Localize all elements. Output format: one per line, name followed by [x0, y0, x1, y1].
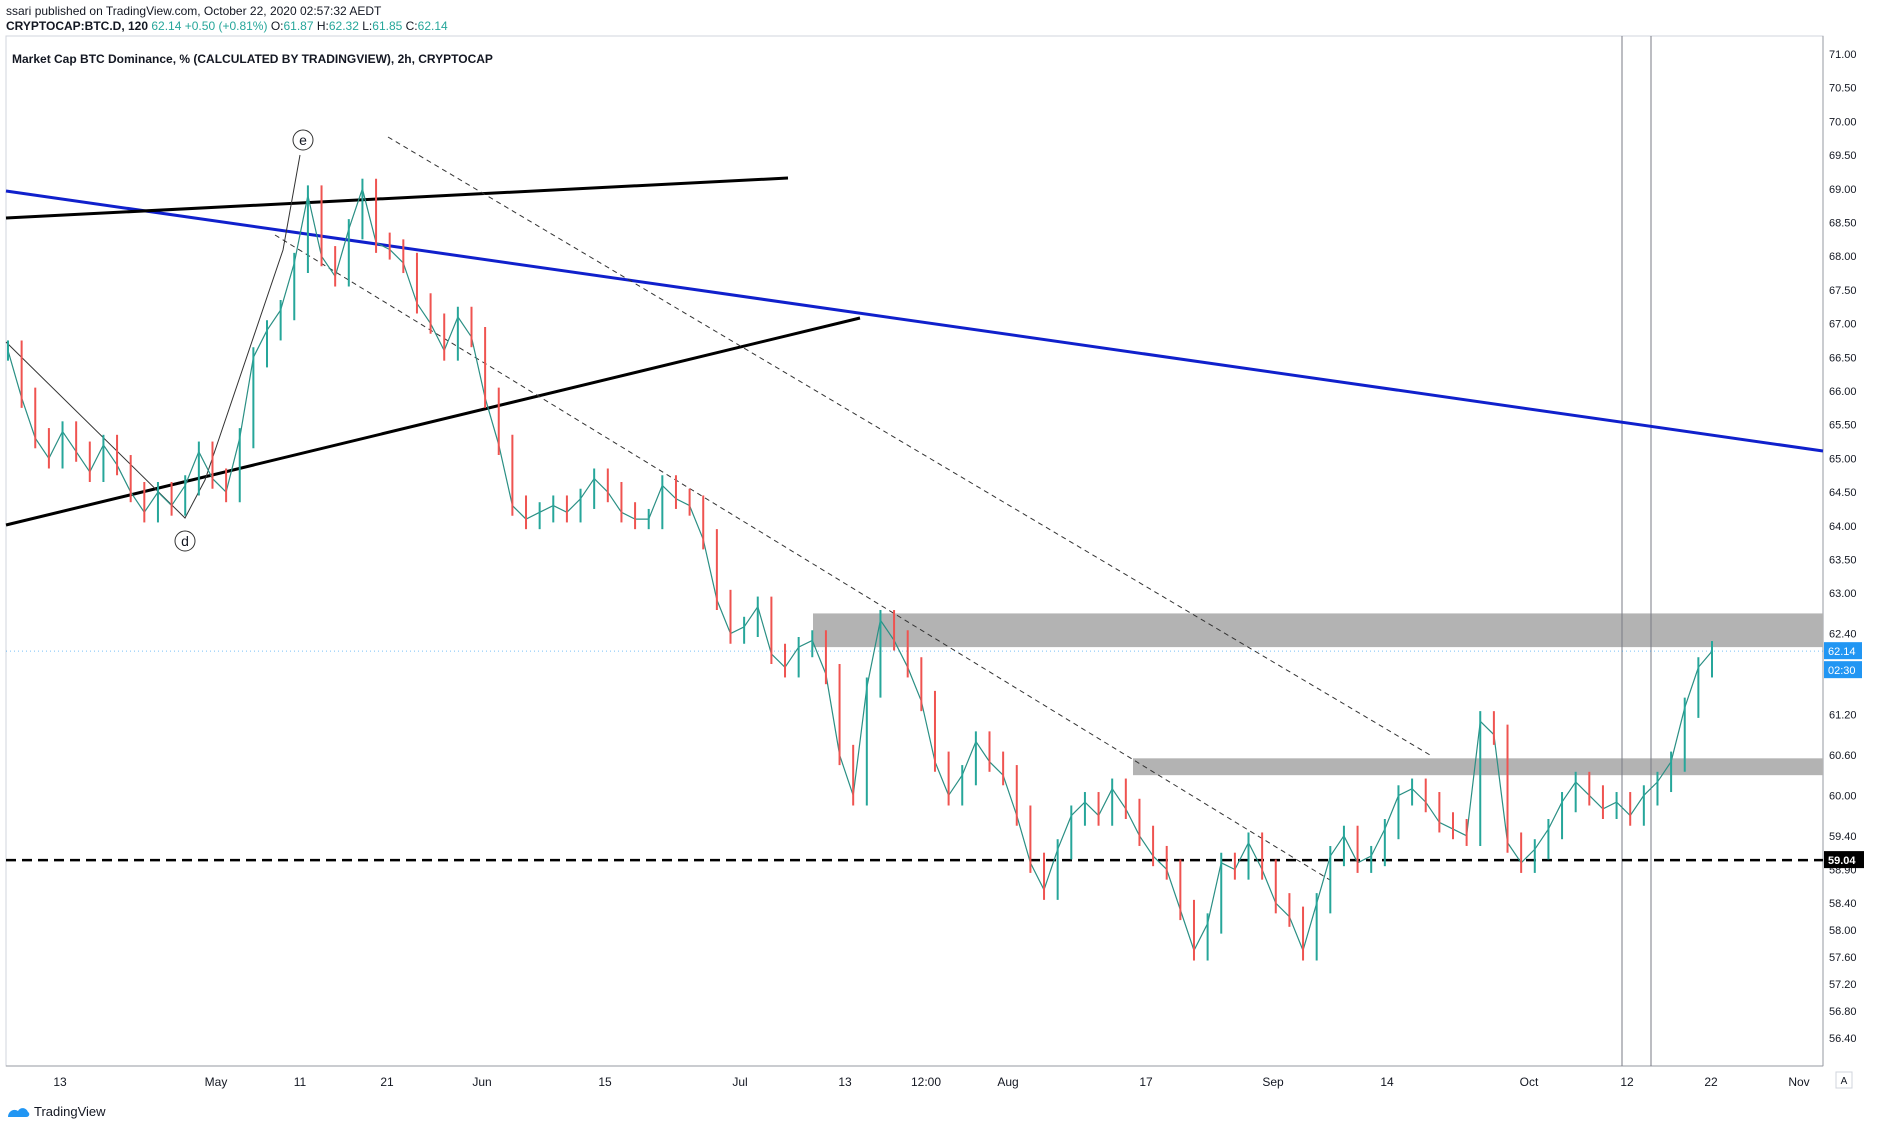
low-label: L: [362, 19, 373, 33]
auto-scale-button [1835, 1071, 1853, 1089]
time-tick-label: 14 [1380, 1075, 1394, 1089]
wave-label: e [299, 132, 307, 148]
resistance-zone [813, 613, 1823, 648]
chart-title: Market Cap BTC Dominance, % (CALCULATED … [12, 52, 493, 66]
dashed-channel-line [387, 136, 1431, 756]
open-label: O: [270, 19, 284, 33]
price-tick-label: 56.40 [1829, 1033, 1857, 1045]
plot-area [5, 35, 1824, 1067]
time-tick-label: Oct [1520, 1075, 1539, 1089]
close-label: C: [405, 19, 418, 33]
time-tick-label: May [205, 1075, 228, 1089]
time-tick-label: 21 [380, 1075, 394, 1089]
time-tick-label: 11 [294, 1075, 307, 1089]
countdown-tag-label: 02:30 [1828, 665, 1856, 677]
price-tick-label: 63.00 [1829, 588, 1857, 600]
price-tick-label: 61.20 [1829, 710, 1857, 722]
price-tick-label: 67.50 [1829, 285, 1857, 297]
price-tick-label: 66.00 [1829, 386, 1857, 398]
price-tick-label: 58.40 [1829, 898, 1857, 910]
price-tick-label: 71.00 [1829, 49, 1857, 61]
price-tick-label: 63.50 [1829, 555, 1857, 567]
author-name[interactable]: ssari [6, 4, 32, 18]
time-tick-label: 22 [1704, 1075, 1718, 1089]
support-price-tag [1824, 851, 1864, 869]
price-tick-label: 66.50 [1829, 352, 1857, 364]
time-tick-label: Jul [732, 1075, 747, 1089]
price-tick-label: 59.40 [1829, 831, 1857, 843]
wave-label-circle [292, 129, 314, 151]
countdown-tag [1824, 661, 1862, 679]
last-price-tag [1824, 642, 1862, 660]
price-tick-label: 57.20 [1829, 979, 1857, 991]
dashed-channel-line [274, 234, 1331, 881]
time-tick-label: 12 [1620, 1075, 1634, 1089]
publish-info: published on TradingView.com, October 22… [34, 4, 382, 18]
price-tick-label: 69.00 [1829, 184, 1857, 196]
wave-path [5, 154, 301, 519]
time-tick-label: 15 [598, 1075, 612, 1089]
chart-header: ssari published on TradingView.com, Octo… [6, 4, 448, 34]
high-label: H: [316, 19, 329, 33]
resistance-zone [1133, 758, 1823, 776]
price-tick-label: 65.00 [1829, 453, 1857, 465]
price-tick-label: 56.80 [1829, 1006, 1857, 1018]
publish-line: ssari published on TradingView.com, Octo… [6, 4, 448, 19]
lower-triangle-line [5, 316, 861, 527]
price-tick-label: 70.50 [1829, 83, 1857, 95]
last-price-tag-label: 62.14 [1828, 646, 1856, 658]
time-tick-label: Nov [1788, 1075, 1809, 1089]
price-tick-label: 70.00 [1829, 116, 1857, 128]
wave-label-circle [174, 530, 196, 552]
tradingview-brand: TradingView [34, 1104, 106, 1119]
price-tick-label: 67.00 [1829, 319, 1857, 331]
time-tick-label: Aug [997, 1075, 1018, 1089]
time-tick-label: 17 [1139, 1075, 1153, 1089]
price-tick-label: 57.60 [1829, 952, 1857, 964]
price-tick-label: 62.40 [1829, 629, 1857, 641]
price-tick-label: 64.50 [1829, 487, 1857, 499]
time-tick-label: 13 [838, 1075, 852, 1089]
high-value: 62.32 [328, 19, 359, 33]
wave-label: d [181, 533, 189, 549]
auto-scale-label: A [1841, 1076, 1848, 1087]
low-value: 61.85 [372, 19, 403, 33]
last-price: 62.14 [151, 19, 182, 33]
open-value: 61.87 [283, 19, 314, 33]
time-tick-label: Sep [1262, 1075, 1284, 1089]
price-tick-label: 64.00 [1829, 521, 1857, 533]
upper-triangle-line [5, 176, 789, 220]
tradingview-footer[interactable]: TradingView [6, 1104, 106, 1119]
price-tick-label: 68.00 [1829, 251, 1857, 263]
symbol-label[interactable]: CRYPTOCAP:BTC.D, 120 [6, 19, 149, 33]
time-tick-label: 13 [53, 1075, 67, 1089]
support-price-tag-label: 59.04 [1828, 855, 1856, 867]
ohlc-line: CRYPTOCAP:BTC.D, 120 62.14 +0.50 (+0.81%… [6, 19, 448, 34]
tradingview-logo-icon [8, 1107, 30, 1117]
price-tick-label: 65.50 [1829, 420, 1857, 432]
price-tick-label: 69.50 [1829, 150, 1857, 162]
price-tick-label: 68.50 [1829, 218, 1857, 230]
price-tick-label: 58.00 [1829, 925, 1857, 937]
price-series-line [7, 186, 1713, 953]
close-value: 62.14 [417, 19, 448, 33]
price-tick-label: 60.60 [1829, 750, 1857, 762]
price-tick-label: 60.00 [1829, 790, 1857, 802]
time-tick-label: 12:00 [911, 1075, 941, 1089]
price-change: +0.50 (+0.81%) [184, 19, 268, 33]
time-tick-label: Jun [472, 1075, 491, 1089]
